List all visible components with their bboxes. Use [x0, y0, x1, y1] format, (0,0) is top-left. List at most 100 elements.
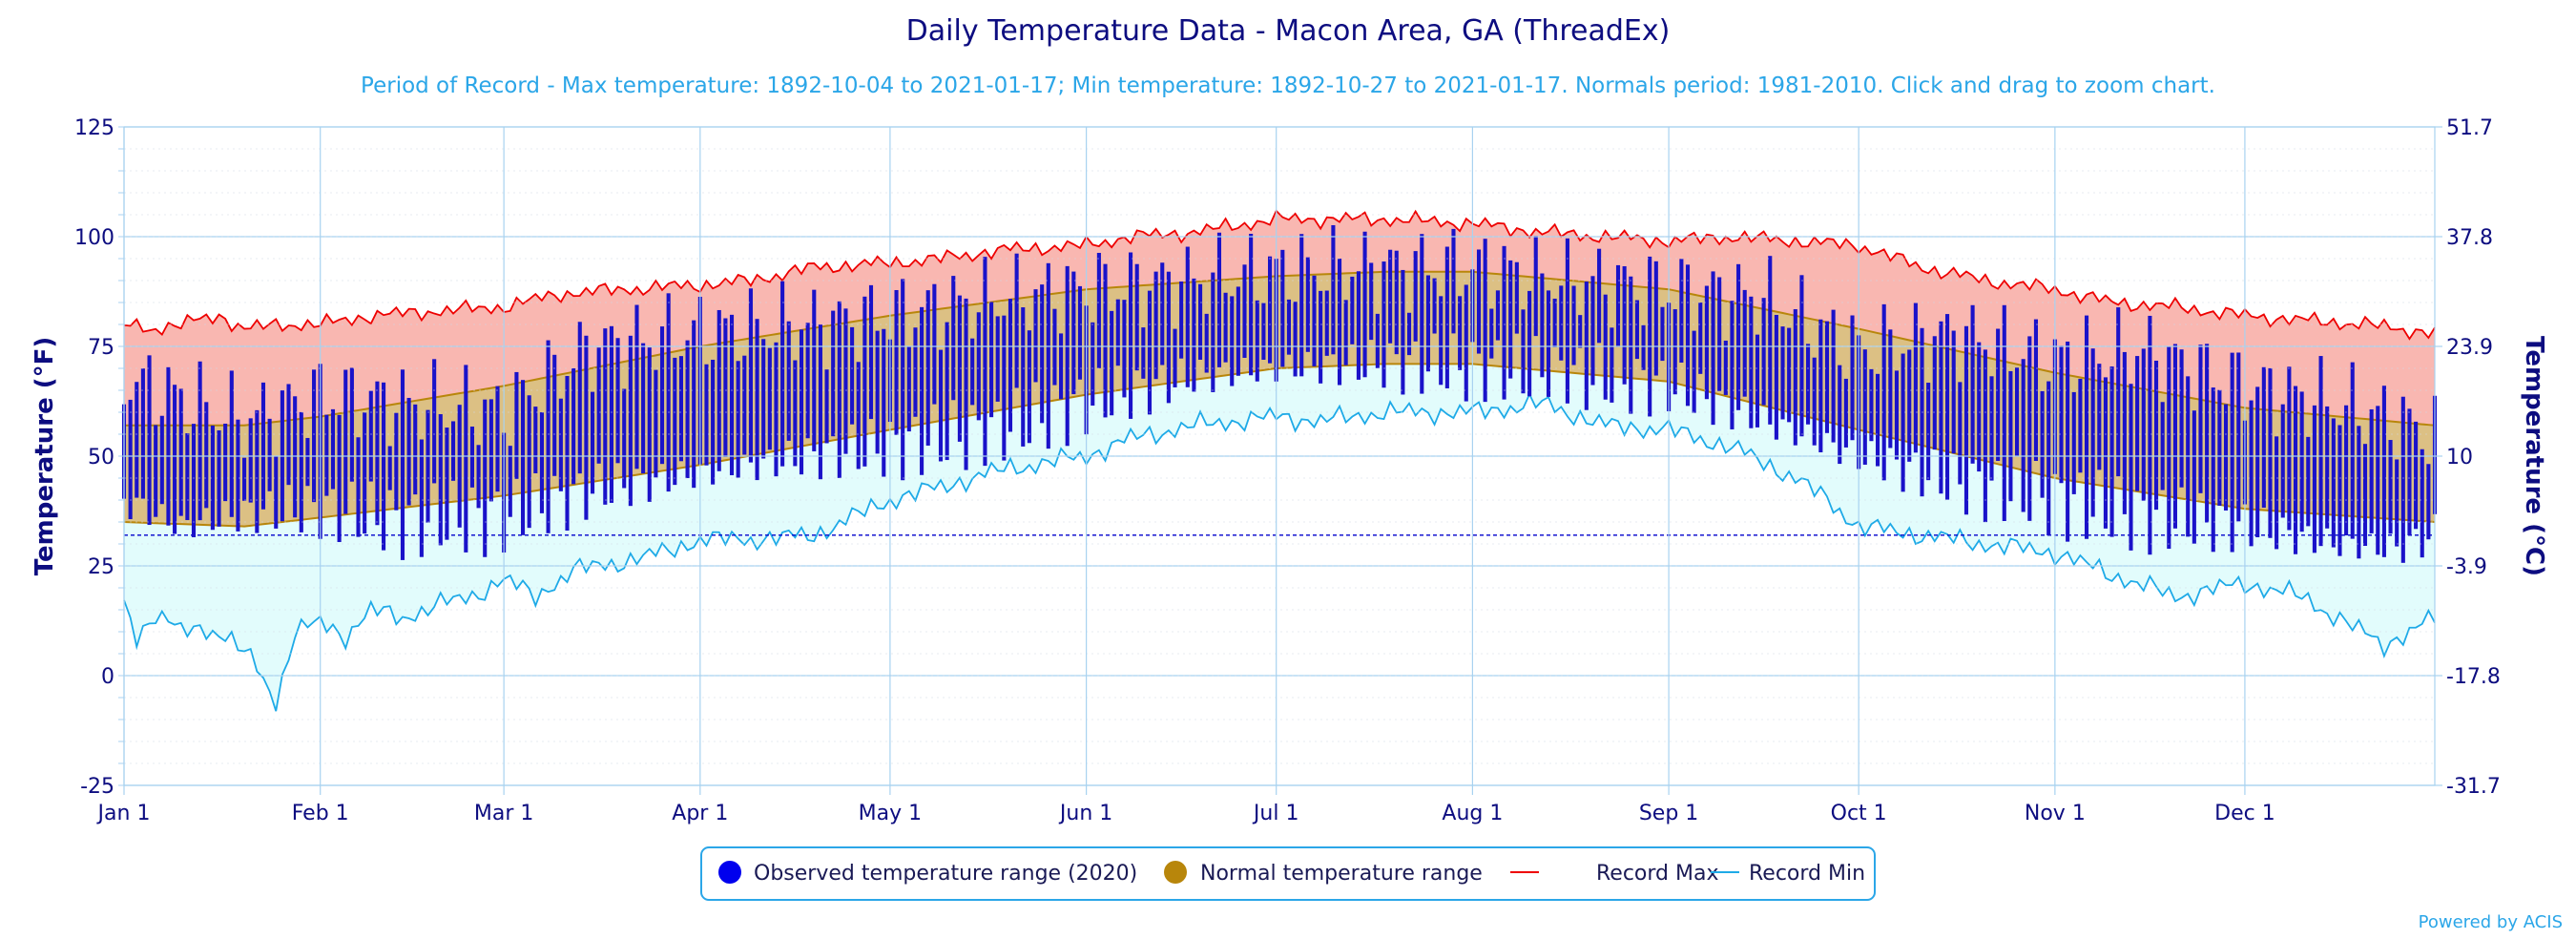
observed-day-bar [1216, 232, 1222, 367]
observed-day-bar [147, 355, 152, 526]
observed-day-bar [1932, 336, 1937, 450]
observed-day-bar [2362, 444, 2368, 547]
legend[interactable]: Observed temperature range (2020) Normal… [700, 846, 1876, 901]
observed-day-bar [2407, 408, 2412, 536]
observed-day-bar [2027, 336, 2032, 521]
observed-day-bar [469, 427, 475, 488]
observed-day-bar [1951, 330, 1956, 454]
observed-day-bar [723, 318, 728, 457]
observed-day-bar [387, 446, 392, 490]
credit-link[interactable]: Powered by ACIS [2419, 912, 2563, 932]
observed-day-bar [1926, 383, 1931, 481]
observed-day-bar [438, 414, 443, 546]
observed-day-bar [2255, 386, 2260, 538]
observed-day-bar [1369, 262, 1374, 341]
legend-normal-label[interactable]: Normal temperature range [1200, 862, 1483, 886]
observed-day-bar [2135, 356, 2140, 491]
observed-day-bar [831, 310, 836, 437]
y2-tick-label: 23.9 [2446, 336, 2493, 360]
x-tick-label: Apr 1 [672, 802, 728, 825]
observed-day-bar [1115, 299, 1120, 366]
observed-day-bar [1824, 321, 1830, 433]
observed-day-bar [1008, 299, 1013, 432]
observed-day-bar [1571, 285, 1576, 365]
observed-day-bar [1672, 309, 1677, 395]
observed-day-bar [1147, 290, 1153, 415]
observed-day-bar [2249, 400, 2254, 547]
observed-day-bar [236, 419, 240, 532]
observed-day-bar [1533, 236, 1538, 337]
observed-day-bar [678, 356, 683, 462]
observed-day-bar [2129, 384, 2133, 551]
x-tick-label: Feb 1 [292, 802, 349, 825]
observed-day-bar [2268, 367, 2273, 538]
observed-day-bar [1299, 234, 1304, 377]
observed-day-bar [615, 338, 620, 464]
legend-frame [700, 846, 1876, 901]
observed-day-bar [400, 369, 405, 560]
record-max-band [124, 210, 2435, 426]
legend-record-min-label[interactable]: Record Min [1749, 862, 1865, 886]
observed-day-bar [2357, 426, 2361, 559]
observed-day-bar [349, 367, 354, 482]
observed-day-bar [2148, 315, 2152, 555]
observed-day-bar [1597, 248, 1602, 344]
observed-day-bar [964, 298, 968, 470]
observed-day-bar [1901, 353, 1905, 492]
observed-day-bar [1615, 264, 1621, 347]
observed-day-bar [1122, 300, 1127, 398]
observed-day-bar [514, 371, 519, 479]
observed-day-bar [692, 320, 696, 489]
legend-record-max-label[interactable]: Record Max [1596, 862, 1719, 886]
legend-observed-marker [718, 861, 741, 884]
observed-day-bar [1185, 246, 1190, 387]
observed-day-bar [1812, 357, 1817, 446]
observed-day-bar [1641, 324, 1646, 370]
observed-day-bar [1704, 285, 1709, 400]
observed-day-bar [1565, 238, 1569, 404]
observed-day-bar [2381, 386, 2386, 557]
observed-day-bar [901, 279, 905, 481]
observed-day-bar [1173, 328, 1177, 387]
observed-day-bar [1458, 296, 1463, 370]
observed-day-bar [812, 289, 817, 451]
observed-day-bar [1439, 296, 1444, 386]
observed-day-bar [1179, 281, 1184, 359]
observed-day-bar [565, 376, 570, 532]
observed-day-bar [2021, 359, 2025, 512]
observed-day-bar [173, 385, 177, 534]
observed-day-bar [1945, 314, 1950, 500]
observed-day-bar [704, 364, 709, 466]
observed-day-bar [1059, 333, 1064, 400]
observed-day-bar [457, 405, 462, 528]
y-axis-title-left: Temperature (°F) [31, 337, 59, 576]
axes: -25 -31.7 0 -17.8 25 -3.9 50 10 75 23.9 100 37.8 125… [74, 116, 2501, 825]
observed-day-bar [330, 408, 336, 490]
observed-day-bar [2217, 389, 2222, 506]
observed-day-bar [2395, 459, 2399, 547]
observed-day-bar [1204, 313, 1209, 373]
y2-tick-label: -17.8 [2446, 665, 2501, 689]
observed-day-bar [1343, 300, 1348, 365]
observed-day-bar [191, 424, 197, 537]
observed-day-bar [1211, 272, 1215, 392]
observed-day-bar [2097, 364, 2102, 470]
observed-day-bar [2331, 418, 2336, 548]
observed-day-bar [2306, 436, 2311, 527]
observed-day-bar [2312, 405, 2316, 553]
observed-day-bar [1838, 365, 1842, 465]
plot-area[interactable] [121, 209, 2438, 712]
observed-day-bar [2008, 370, 2013, 502]
observed-day-bar [2103, 377, 2108, 529]
observed-day-bar [229, 370, 234, 517]
observed-day-bar [634, 304, 639, 470]
observed-day-bar [1698, 303, 1703, 374]
legend-observed-label[interactable]: Observed temperature range (2020) [754, 862, 1137, 886]
observed-day-bar [464, 365, 468, 553]
observed-day-bar [1996, 328, 2001, 461]
observed-day-bar [1280, 249, 1285, 367]
observed-day-bar [2230, 352, 2234, 553]
observed-day-bar [647, 347, 652, 502]
observed-day-bar [533, 407, 538, 473]
